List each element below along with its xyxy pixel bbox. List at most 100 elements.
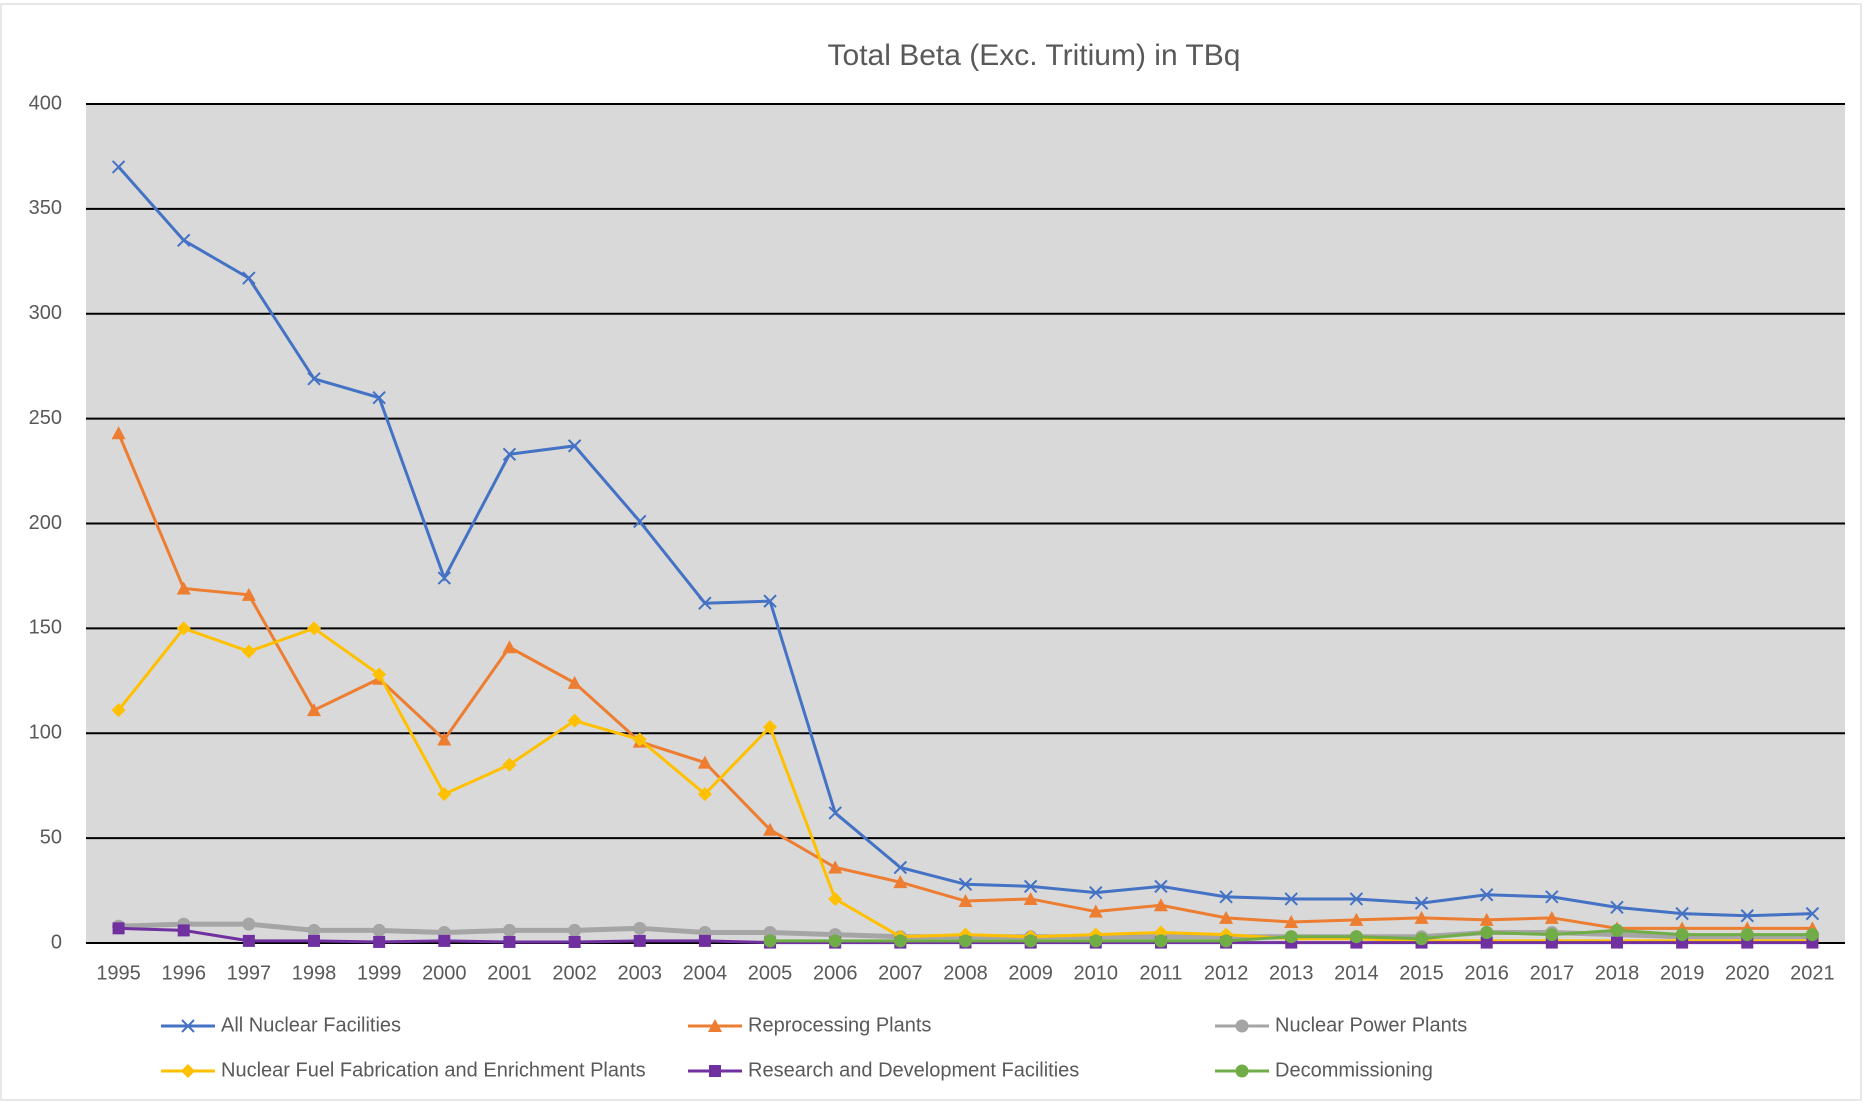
data-point xyxy=(1023,891,1038,905)
y-tick-label: 200 xyxy=(29,512,62,534)
x-tick-label: 2003 xyxy=(618,962,663,984)
data-point xyxy=(698,596,712,610)
data-point xyxy=(1479,912,1494,926)
data-point xyxy=(1805,906,1820,921)
x-tick-label: 2015 xyxy=(1399,962,1444,984)
x-tick-label: 2005 xyxy=(748,962,793,984)
data-point xyxy=(1219,910,1234,924)
data-point xyxy=(176,621,191,636)
data-point xyxy=(177,924,190,937)
x-tick-label: 2020 xyxy=(1725,962,1770,984)
data-point xyxy=(502,447,517,461)
legend-marker xyxy=(181,1064,195,1078)
data-point xyxy=(1610,923,1624,937)
data-point xyxy=(958,894,973,908)
data-point xyxy=(241,644,256,659)
data-point xyxy=(372,667,387,682)
legend-label: Decommissioning xyxy=(1275,1059,1433,1081)
data-point xyxy=(1154,934,1168,948)
data-point xyxy=(763,934,777,948)
x-tick-label: 2010 xyxy=(1074,962,1119,984)
data-point xyxy=(958,877,973,891)
data-point xyxy=(1154,879,1168,894)
x-tick-label: 2017 xyxy=(1530,962,1575,984)
x-tick-label: 2001 xyxy=(487,962,532,984)
x-tick-label: 2000 xyxy=(422,962,467,984)
data-point xyxy=(502,923,516,937)
y-tick-label: 0 xyxy=(51,931,62,953)
data-point xyxy=(242,917,256,931)
x-tick-label: 2008 xyxy=(943,962,988,984)
data-point xyxy=(307,621,322,636)
x-tick-label: 2011 xyxy=(1139,962,1182,984)
data-point xyxy=(697,787,712,802)
data-point xyxy=(372,923,386,937)
data-point xyxy=(1349,892,1364,906)
data-point xyxy=(1024,934,1038,948)
data-point xyxy=(1219,934,1233,948)
data-point xyxy=(1089,934,1103,948)
data-point xyxy=(1414,896,1429,910)
data-point xyxy=(1545,890,1559,904)
x-tick-label: 1995 xyxy=(96,962,141,984)
data-point xyxy=(1153,898,1168,912)
data-point xyxy=(633,934,646,947)
legend-label: Reprocessing Plants xyxy=(748,1014,931,1036)
data-point xyxy=(1805,928,1819,942)
legend-marker xyxy=(181,1019,195,1033)
data-point xyxy=(1675,906,1689,921)
y-tick-label: 50 xyxy=(40,826,62,848)
legend-label: All Nuclear Facilities xyxy=(221,1014,401,1036)
chart-title: Total Beta (Exc. Tritium) in TBq xyxy=(828,39,1241,72)
legend-label: Nuclear Power Plants xyxy=(1275,1014,1467,1036)
data-point xyxy=(568,923,582,937)
x-tick-label: 2007 xyxy=(878,962,923,984)
x-tick-label: 2018 xyxy=(1595,962,1640,984)
data-point xyxy=(242,271,256,285)
x-tick-label: 1996 xyxy=(161,962,206,984)
x-tick-label: 2016 xyxy=(1464,962,1509,984)
data-point xyxy=(763,719,778,734)
y-tick-label: 100 xyxy=(29,722,62,744)
y-tick-label: 150 xyxy=(29,617,62,639)
data-point xyxy=(307,923,321,937)
data-point xyxy=(502,640,517,654)
data-point xyxy=(1740,928,1754,942)
legend-marker xyxy=(708,1019,722,1032)
data-point xyxy=(959,934,972,948)
data-point xyxy=(633,921,647,935)
data-point xyxy=(1284,892,1298,906)
data-point xyxy=(828,860,843,874)
data-point xyxy=(1610,936,1623,949)
x-tick-label: 2002 xyxy=(552,962,597,984)
data-point xyxy=(568,935,581,948)
data-point xyxy=(1349,930,1363,944)
data-point xyxy=(1023,879,1038,894)
data-point xyxy=(633,514,647,529)
data-point xyxy=(241,587,256,601)
data-point xyxy=(1480,926,1494,940)
data-point xyxy=(112,922,125,935)
data-point xyxy=(1675,928,1689,942)
data-point xyxy=(567,713,582,728)
data-point xyxy=(828,806,842,820)
x-tick-label: 2021 xyxy=(1790,962,1835,984)
x-tick-label: 2019 xyxy=(1660,962,1705,984)
data-point xyxy=(893,875,908,889)
data-point xyxy=(1089,885,1103,900)
data-point xyxy=(1284,915,1299,929)
data-point xyxy=(111,426,126,440)
data-point xyxy=(763,822,778,836)
data-point xyxy=(307,703,322,717)
data-point xyxy=(567,439,582,453)
y-tick-label: 350 xyxy=(29,197,62,219)
data-point xyxy=(697,755,712,769)
x-tick-label: 1997 xyxy=(227,962,272,984)
y-tick-label: 250 xyxy=(29,407,62,429)
data-point xyxy=(893,934,907,948)
data-point xyxy=(502,757,517,772)
data-point xyxy=(438,934,451,947)
legend-marker xyxy=(1235,1064,1249,1078)
data-point xyxy=(893,860,908,875)
